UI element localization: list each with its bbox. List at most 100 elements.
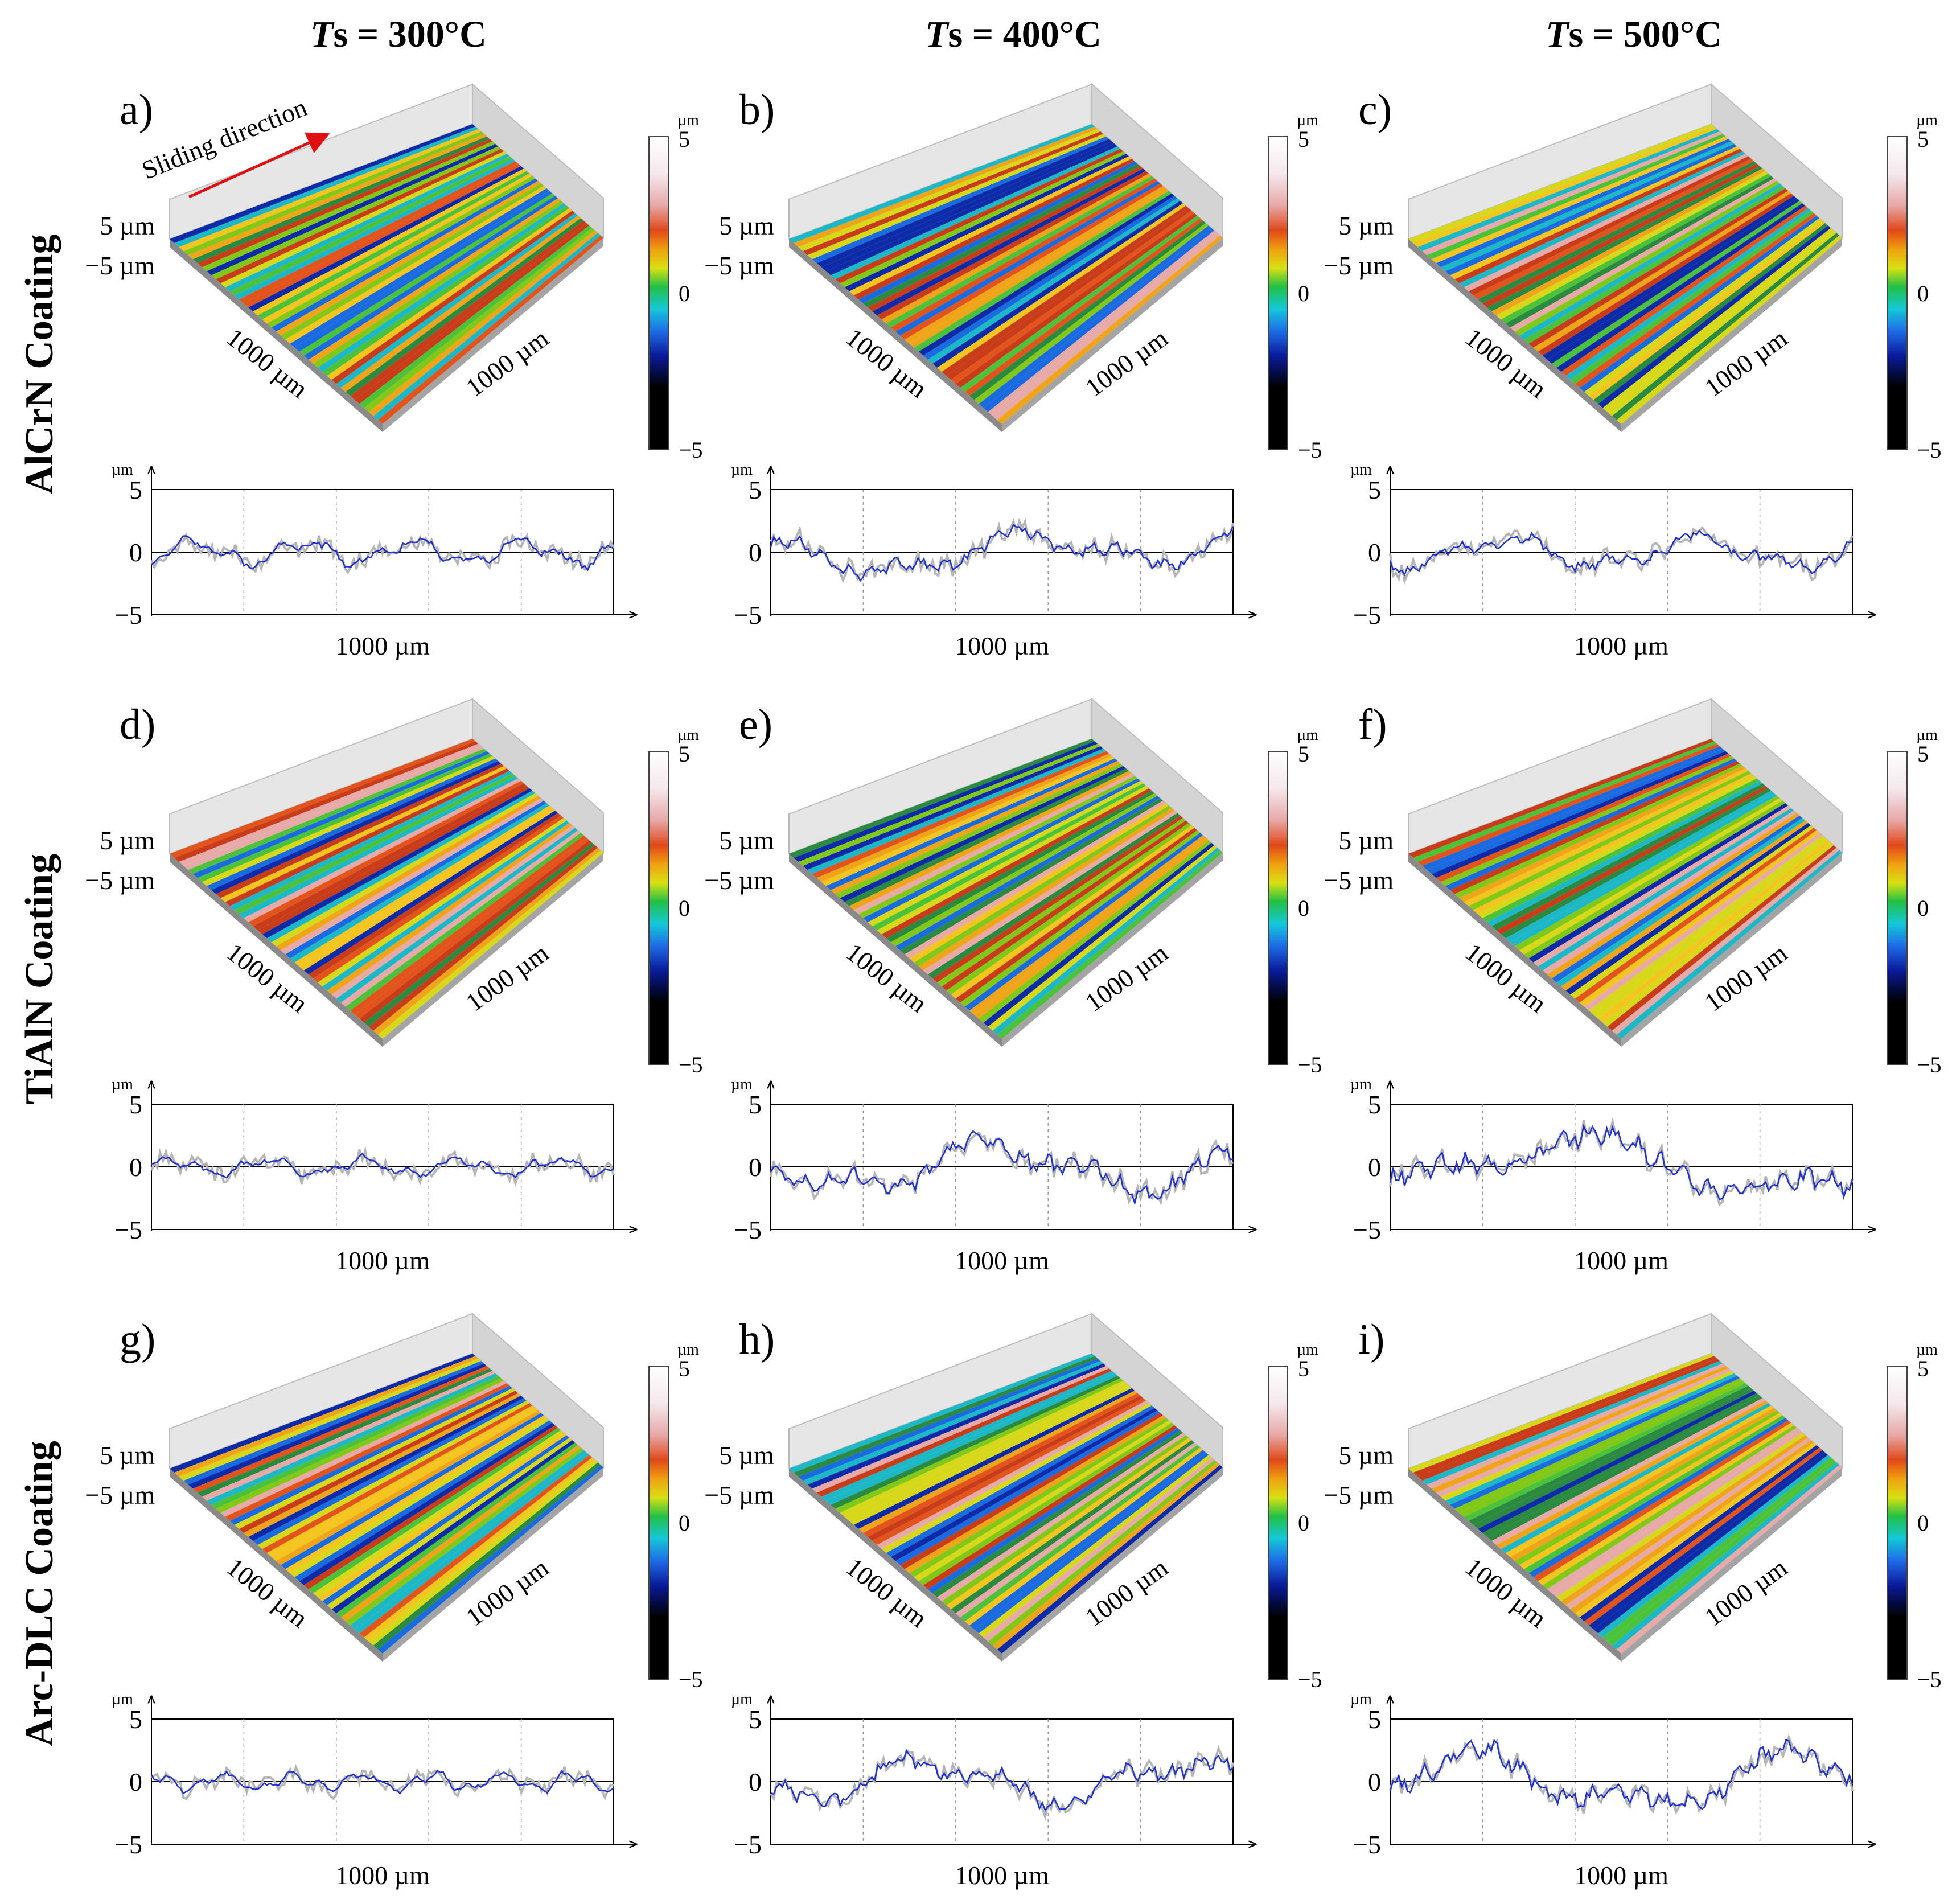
- surface-stripe: [271, 178, 538, 332]
- surface-stripe: [964, 833, 1203, 1011]
- surface-stripe: [345, 833, 583, 1011]
- profile-x-label: 1000 µm: [955, 1861, 1049, 1890]
- surface-stripe: [1565, 1437, 1811, 1610]
- panel-label: f): [1358, 701, 1387, 749]
- surface-stripe: [849, 156, 1132, 295]
- surface-stripe: [1561, 1435, 1808, 1606]
- surface-stripe: [1584, 833, 1822, 1011]
- surface-stripe: [872, 783, 1146, 931]
- surface-stripe: [188, 1363, 487, 1489]
- surface-stripe: [955, 1442, 1197, 1618]
- profile-y-tick-zero: 0: [749, 1767, 762, 1796]
- surface-stripe: [992, 848, 1220, 1035]
- colorbar-min-label: −5: [679, 437, 703, 463]
- surface-stripe: [1602, 842, 1834, 1027]
- surface-stripe: [812, 751, 1109, 878]
- surface-stripe: [1538, 193, 1794, 356]
- panel-label: h): [739, 1315, 775, 1363]
- surface-stripe: [253, 168, 527, 316]
- surface-stripe: [826, 143, 1117, 275]
- surface-stripe: [923, 811, 1177, 974]
- surface-stripe: [174, 741, 478, 862]
- surface-stripe: [900, 183, 1163, 340]
- surface-stripe: [220, 151, 507, 287]
- surface-stripe: [946, 208, 1191, 380]
- surface-stripe: [835, 1378, 1123, 1513]
- profile-plot: µm5 0 −5 1000 µm: [1350, 1076, 1875, 1275]
- surface-stripe: [812, 136, 1109, 264]
- surface-stripe: [220, 766, 507, 902]
- surface-stripe: [1542, 1425, 1797, 1589]
- surface-stripe: [881, 1403, 1152, 1553]
- colorbar-max-label: 5: [679, 741, 690, 767]
- surface-stripe: [853, 773, 1135, 914]
- surface-stripe: [1505, 791, 1774, 943]
- profile-y-tick-zero: 0: [129, 1153, 142, 1182]
- surface-stripe: [960, 1445, 1200, 1622]
- panel-label: i): [1358, 1315, 1384, 1363]
- surface-stripe: [364, 228, 595, 412]
- surface-stripe: [816, 139, 1112, 268]
- surface-stripe: [1473, 773, 1754, 914]
- surface-stripe: [918, 193, 1174, 356]
- surface-stripe: [955, 828, 1197, 1003]
- surface-stripe: [257, 1400, 529, 1549]
- surface-stripe: [881, 173, 1152, 324]
- surface-stripe: [1450, 761, 1740, 894]
- surface-stripe: [868, 780, 1143, 927]
- surface-stripe: [853, 158, 1135, 299]
- surface-stripe: [1538, 1422, 1794, 1585]
- profile-y-tick-zero: 0: [1368, 1767, 1381, 1796]
- profile-x-label: 1000 µm: [1574, 631, 1668, 660]
- colorbar-mid-label: 0: [1917, 281, 1929, 306]
- surface-front-wall-left: [170, 854, 383, 1047]
- surface-stripe: [234, 773, 515, 914]
- colorbar-unit: µm: [677, 1341, 699, 1359]
- surface-stripe: [271, 793, 538, 947]
- surface-stripe: [932, 815, 1183, 983]
- surface-stripe: [1408, 1354, 1714, 1473]
- surface-stripe: [1575, 1442, 1817, 1618]
- colorbar: [1268, 136, 1288, 450]
- surface-3d: [169, 697, 604, 1047]
- surface-3d: [788, 83, 1223, 432]
- surface-stripe: [1496, 786, 1768, 935]
- surface-stripe: [253, 1398, 527, 1545]
- surface-stripe: [849, 771, 1132, 910]
- surface-stripe: [1570, 1440, 1814, 1614]
- surface-front-wall-right: [383, 238, 603, 432]
- surface-stripe: [345, 1447, 583, 1626]
- surface-stripe: [1533, 191, 1791, 352]
- surface-stripe: [211, 146, 501, 279]
- surface-stripe: [1431, 136, 1728, 264]
- profile-plot: µm5 0 −5 1000 µm: [112, 461, 636, 660]
- profile-plot: µm5 0 −5 1000 µm: [731, 1691, 1256, 1890]
- surface-stripe: [974, 1452, 1209, 1634]
- surface-stripe: [979, 840, 1211, 1023]
- profile-mean-series: [1389, 1739, 1854, 1810]
- profile-raw-series: [150, 532, 615, 574]
- profile-x-label: 1000 µm: [1574, 1861, 1668, 1890]
- surface-front-wall-right: [1621, 238, 1842, 432]
- profile-y-tick-min: −5: [1353, 1215, 1381, 1244]
- surface-stripe: [1505, 176, 1774, 328]
- profile-y-tick-max: 5: [749, 1705, 762, 1734]
- surface-stripe: [179, 743, 481, 866]
- surface-stripe: [914, 1420, 1172, 1581]
- surface-stripe: [225, 1383, 509, 1521]
- surface-stripe: [826, 758, 1117, 890]
- surface-stripe: [262, 1403, 532, 1553]
- row-title-alcrn: AlCrN Coating: [18, 235, 61, 495]
- surface-stripe: [192, 136, 490, 264]
- colorbar-unit: µm: [677, 112, 699, 129]
- colorbar: [648, 136, 669, 450]
- surface-stripe: [853, 1388, 1135, 1529]
- surface-stripe: [844, 768, 1129, 906]
- surface-stripe: [840, 151, 1126, 287]
- surface-stripe: [1445, 143, 1737, 275]
- surface-stripe: [1491, 168, 1765, 316]
- surface-stripe: [1464, 1383, 1748, 1521]
